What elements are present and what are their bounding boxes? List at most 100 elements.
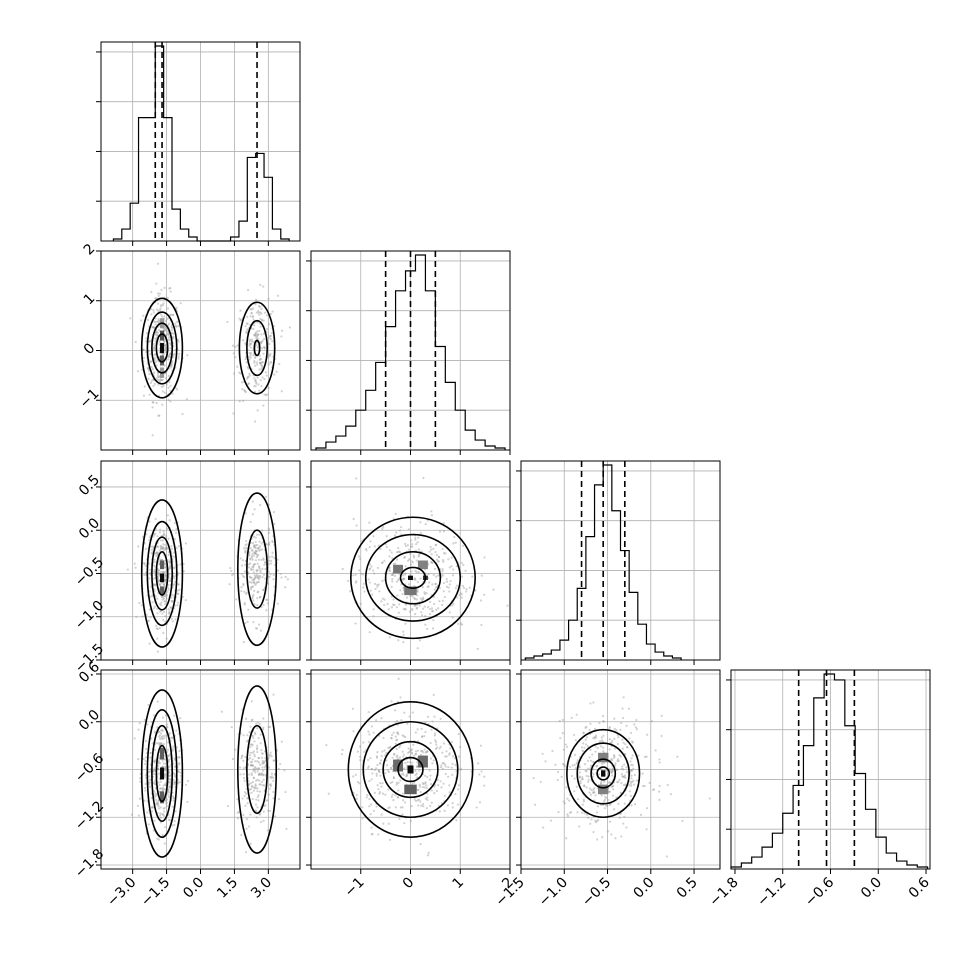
scatter-point xyxy=(392,776,395,779)
scatter-point xyxy=(612,753,616,757)
x-tick-label: −3.0 xyxy=(104,875,139,910)
scatter-point xyxy=(611,739,614,743)
scatter-point xyxy=(271,340,274,343)
scatter-point xyxy=(156,262,160,265)
scatter-point xyxy=(451,801,454,805)
scatter-point xyxy=(284,575,287,579)
scatter-point xyxy=(421,786,424,789)
scatter-point xyxy=(279,572,282,576)
scatter-point xyxy=(167,354,171,357)
scatter-point xyxy=(245,792,248,795)
scatter-point xyxy=(257,547,260,550)
scatter-point xyxy=(251,566,254,569)
scatter-point xyxy=(250,763,253,767)
scatter-point xyxy=(442,551,446,555)
scatter-point xyxy=(392,731,395,734)
scatter-point xyxy=(157,799,160,802)
scatter-point xyxy=(159,309,162,312)
scatter-point xyxy=(471,575,474,578)
scatter-point xyxy=(414,604,417,607)
scatter-point xyxy=(168,758,171,761)
scatter-point xyxy=(272,693,275,696)
scatter-point xyxy=(168,568,171,571)
contour-line xyxy=(399,566,427,589)
scatter-point xyxy=(431,627,435,630)
scatter-point xyxy=(419,790,422,794)
scatter-point xyxy=(249,567,253,570)
scatter-point xyxy=(244,544,247,547)
scatter-point xyxy=(173,583,176,586)
scatter-point xyxy=(267,323,271,326)
scatter-point xyxy=(253,551,257,555)
scatter-point xyxy=(253,589,256,592)
scatter-point xyxy=(259,812,262,815)
scatter-point xyxy=(165,801,168,804)
scatter-point xyxy=(620,782,623,785)
scatter-point xyxy=(150,552,153,555)
scatter-point xyxy=(413,597,417,601)
scatter-point xyxy=(244,592,248,595)
scatter-point xyxy=(624,776,627,779)
scatter-point xyxy=(428,600,432,604)
scatter-point xyxy=(173,781,176,784)
scatter-point xyxy=(460,593,463,596)
scatter-point xyxy=(396,594,399,597)
scatter-point xyxy=(272,790,275,794)
density-cell xyxy=(407,765,414,774)
scatter-point xyxy=(161,787,164,791)
scatter-point xyxy=(368,733,371,736)
scatter-point xyxy=(613,727,616,730)
scatter-point xyxy=(251,744,254,747)
scatter-point xyxy=(158,558,162,561)
scatter-point xyxy=(144,774,147,777)
scatter-point xyxy=(266,327,269,331)
scatter-point xyxy=(163,783,167,787)
scatter-point xyxy=(252,581,255,584)
scatter-point xyxy=(150,737,153,740)
scatter-point xyxy=(558,719,561,723)
scatter-point xyxy=(248,344,251,347)
scatter-point xyxy=(435,608,438,611)
scatter-point xyxy=(254,784,257,787)
scatter-point xyxy=(148,340,151,343)
scatter-point xyxy=(611,767,615,771)
scatter-point xyxy=(340,753,344,756)
scatter-point xyxy=(256,337,260,340)
scatter-point xyxy=(159,812,162,815)
scatter-point xyxy=(413,781,416,784)
scatter-point xyxy=(232,412,235,415)
scatter-point xyxy=(358,755,362,759)
scatter-point xyxy=(156,334,159,337)
scatter-point xyxy=(157,781,160,784)
scatter-point xyxy=(226,804,230,808)
scatter-point xyxy=(394,735,397,738)
scatter-point xyxy=(148,577,151,580)
scatter-point xyxy=(149,751,152,755)
scatter-point xyxy=(404,736,407,739)
scatter-point xyxy=(444,772,447,776)
scatter-point xyxy=(356,780,360,784)
scatter-point xyxy=(450,565,453,568)
scatter-point xyxy=(163,579,167,583)
scatter-point xyxy=(156,597,159,600)
scatter-point xyxy=(459,768,462,771)
scatter-point xyxy=(284,586,287,589)
scatter-point xyxy=(250,556,254,559)
contour-line xyxy=(349,516,476,640)
scatter-point xyxy=(259,548,262,551)
scatter-point xyxy=(158,582,161,585)
scatter-point xyxy=(249,586,252,589)
scatter-point xyxy=(241,754,244,757)
scatter-point xyxy=(586,745,589,748)
scatter-point xyxy=(268,787,271,790)
scatter-point xyxy=(576,759,579,762)
scatter-point xyxy=(562,763,566,766)
scatter-point xyxy=(593,787,596,790)
scatter-point xyxy=(432,693,435,697)
scatter-point xyxy=(251,784,254,788)
scatter-point xyxy=(158,743,162,746)
scatter-point xyxy=(169,286,172,290)
scatter-point xyxy=(243,390,246,393)
scatter-point xyxy=(157,309,160,312)
scatter-point xyxy=(165,347,168,350)
